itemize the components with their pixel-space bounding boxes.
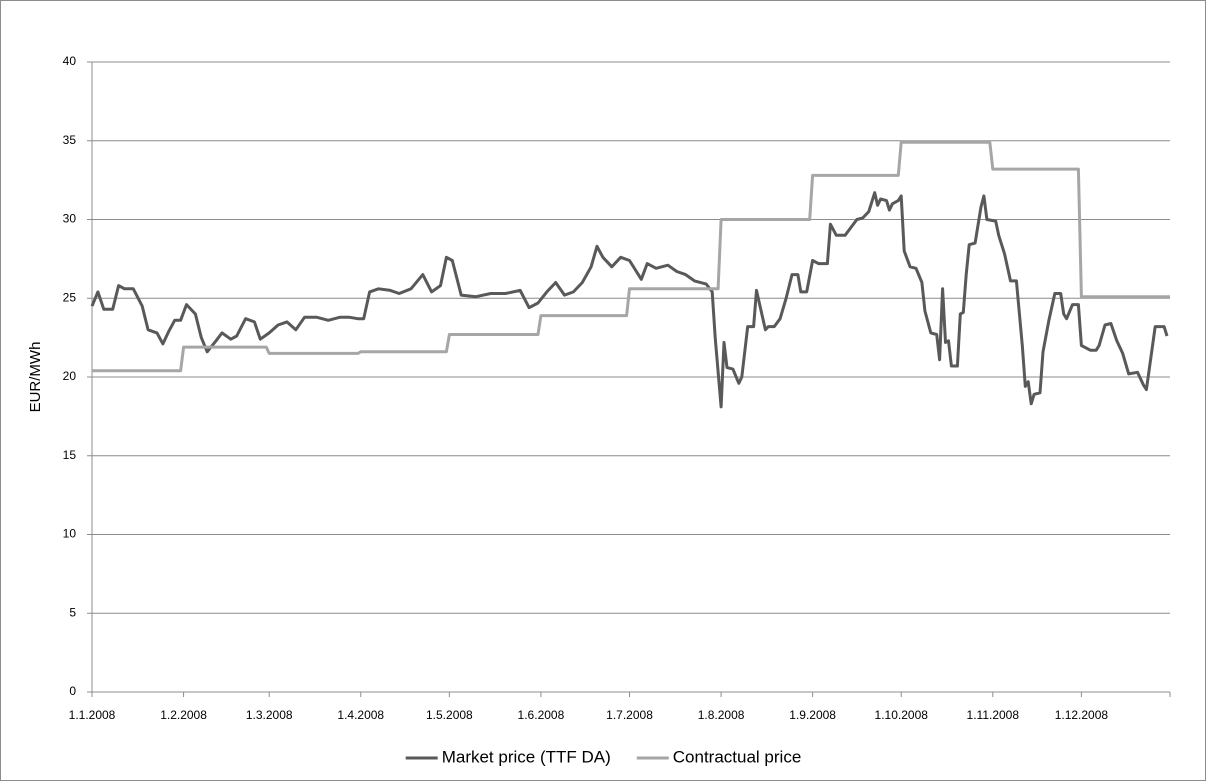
x-tick-label: 1.12.2008: [1055, 708, 1109, 722]
y-tick-label: 20: [63, 369, 77, 383]
y-axis-label: EUR/MWh: [27, 342, 44, 413]
x-tick-label: 1.9.2008: [789, 708, 836, 722]
y-tick-label: 5: [69, 605, 76, 619]
x-tick-label: 1.1.2008: [69, 708, 116, 722]
y-tick-label: 35: [63, 133, 77, 147]
y-tick-label: 10: [63, 527, 77, 541]
data-line: [92, 140, 1170, 373]
data-line: [90, 191, 1169, 409]
legend-label: Contractual price: [673, 747, 802, 766]
y-tick-label: 15: [63, 448, 77, 462]
x-tick-label: 1.6.2008: [518, 708, 565, 722]
x-tick-label: 1.11.2008: [967, 708, 1020, 722]
y-tick-label: 0: [69, 684, 76, 698]
y-tick-label: 40: [63, 54, 77, 68]
y-tick-label: 25: [63, 290, 77, 304]
y-tick-label: 30: [63, 212, 77, 226]
x-tick-label: 1.5.2008: [426, 708, 473, 722]
x-tick-label: 1.7.2008: [606, 708, 653, 722]
x-tick-label: 1.8.2008: [698, 708, 745, 722]
x-tick-label: 1.2.2008: [160, 708, 207, 722]
legend-label: Market price (TTF DA): [442, 747, 611, 766]
x-tick-label: 1.10.2008: [875, 708, 929, 722]
x-tick-label: 1.4.2008: [337, 708, 384, 722]
x-tick-label: 1.3.2008: [246, 708, 293, 722]
